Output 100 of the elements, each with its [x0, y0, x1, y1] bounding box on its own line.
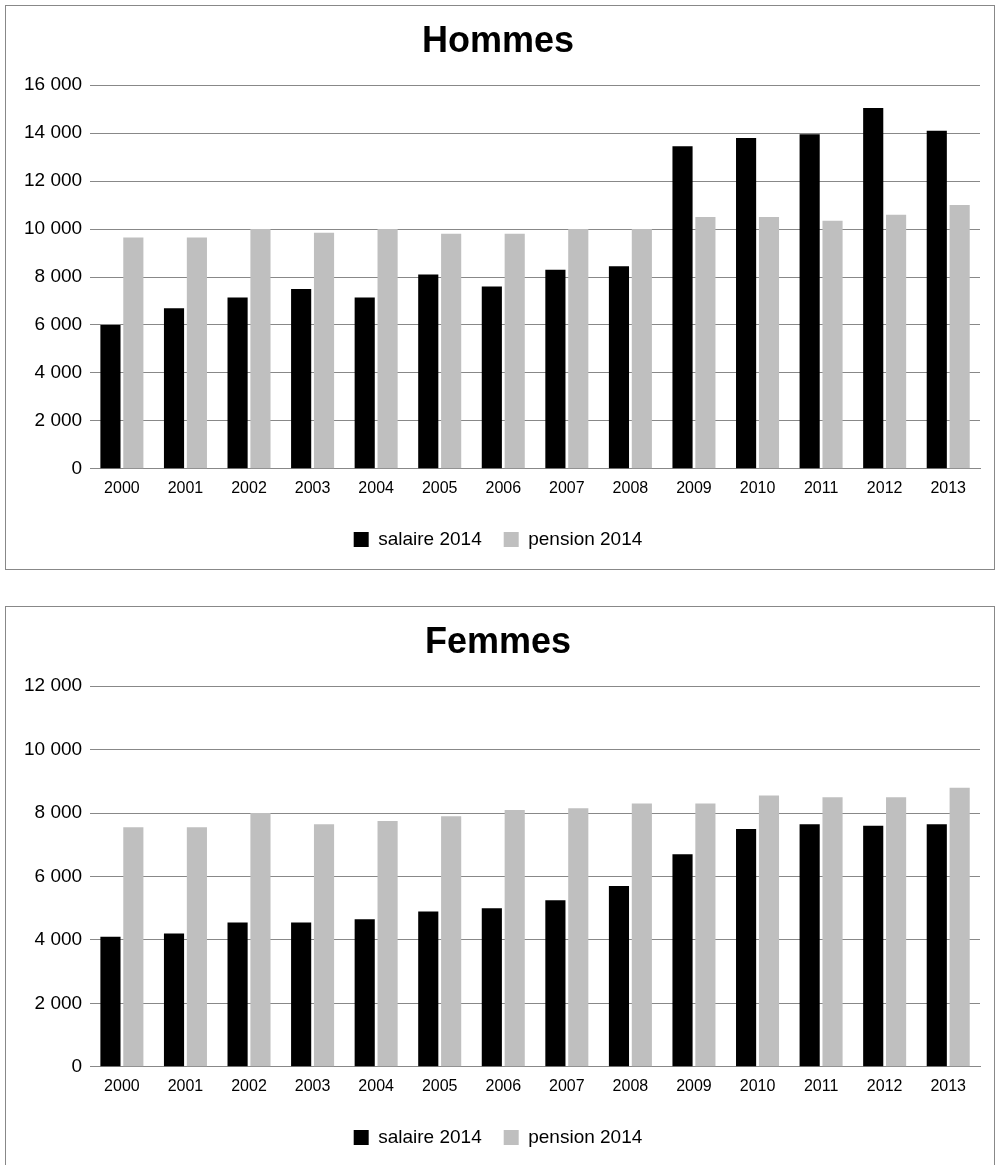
- bar: [313, 824, 335, 1067]
- bar: [608, 266, 630, 469]
- bar: [354, 297, 375, 469]
- legend-label: pension 2014: [528, 1125, 643, 1147]
- y-tick-label: 6 000: [34, 313, 83, 335]
- legend-label: salaire 2014: [378, 1125, 483, 1147]
- bar: [100, 936, 121, 1067]
- x-tick-label: 2013: [930, 478, 967, 496]
- bar: [758, 217, 780, 469]
- x-tick-label: 2006: [485, 478, 522, 496]
- x-tick-label: 2006: [485, 1076, 522, 1094]
- bar: [418, 274, 439, 469]
- x-tick-label: 2004: [358, 1076, 395, 1094]
- bar: [481, 908, 502, 1067]
- x-tick-label: 2005: [421, 478, 458, 496]
- x-tick-label: 2009: [676, 478, 712, 496]
- x-tick-label: 2003: [294, 1076, 331, 1094]
- bar: [250, 813, 271, 1067]
- bar: [799, 134, 820, 469]
- bar: [163, 308, 185, 469]
- y-tick-label: 8 000: [34, 801, 83, 823]
- bar: [504, 233, 525, 469]
- legend-label: pension 2014: [528, 527, 643, 549]
- y-tick-label: 4 000: [34, 928, 83, 950]
- y-tick-label: 8 000: [34, 265, 83, 287]
- x-tick-label: 2001: [167, 478, 204, 496]
- bar: [481, 286, 502, 469]
- x-tick-label: 2004: [358, 478, 395, 496]
- bar: [313, 232, 335, 469]
- bar: [822, 220, 843, 469]
- y-tick-label: 16 000: [23, 73, 83, 95]
- bar: [227, 922, 248, 1067]
- bar: [736, 137, 757, 469]
- bar: [545, 900, 566, 1067]
- bar: [631, 803, 652, 1067]
- bar: [441, 233, 462, 469]
- bar: [291, 922, 312, 1067]
- bar: [568, 808, 589, 1067]
- bar: [695, 803, 716, 1067]
- y-tick-label: 12 000: [23, 169, 83, 191]
- x-tick-label: 2001: [167, 1076, 204, 1094]
- x-tick-label: 2005: [421, 1076, 458, 1094]
- bar: [377, 821, 398, 1067]
- bar: [949, 787, 970, 1067]
- bar: [250, 229, 271, 469]
- bar: [886, 214, 907, 469]
- bar: [799, 824, 820, 1067]
- x-tick-label: 2000: [104, 1076, 140, 1094]
- x-tick-label: 2009: [676, 1076, 712, 1094]
- x-tick-label: 2007: [549, 1076, 585, 1094]
- bar: [186, 827, 207, 1067]
- bar: [863, 107, 884, 469]
- y-tick-label: 10 000: [23, 217, 83, 239]
- x-tick-label: 2010: [739, 1076, 776, 1094]
- x-tick-label: 2007: [549, 478, 585, 496]
- bar: [291, 288, 312, 469]
- bar: [695, 217, 716, 469]
- chart-title: Hommes: [421, 18, 575, 60]
- y-tick-label: 14 000: [23, 121, 83, 143]
- x-tick-label: 2008: [612, 1076, 649, 1094]
- bar: [123, 237, 144, 469]
- y-tick-label: 6 000: [34, 864, 83, 886]
- bar: [377, 229, 398, 469]
- x-tick-label: 2013: [930, 1076, 967, 1094]
- bar: [672, 146, 693, 469]
- legend-label: salaire 2014: [378, 527, 483, 549]
- y-tick-label: 0: [71, 457, 83, 479]
- y-tick-label: 2 000: [34, 409, 83, 431]
- x-tick-label: 2012: [866, 1076, 903, 1094]
- bar: [163, 933, 185, 1067]
- bar: [926, 824, 947, 1067]
- bar: [926, 130, 947, 469]
- bar: [672, 854, 693, 1067]
- bar: [863, 825, 884, 1067]
- x-tick-label: 2012: [866, 478, 903, 496]
- bar: [123, 827, 144, 1067]
- y-tick-label: 10 000: [23, 737, 83, 759]
- x-tick-label: 2010: [739, 478, 776, 496]
- bar: [608, 886, 630, 1067]
- x-tick-label: 2002: [231, 478, 267, 496]
- bar: [545, 269, 566, 469]
- bar: [100, 324, 121, 469]
- bar: [631, 229, 652, 469]
- x-tick-label: 2008: [612, 478, 649, 496]
- chart-title: Femmes: [424, 619, 572, 661]
- bar: [227, 297, 248, 469]
- x-tick-label: 2002: [231, 1076, 267, 1094]
- bar: [504, 809, 525, 1067]
- x-tick-label: 2000: [104, 478, 140, 496]
- bar: [949, 205, 970, 469]
- x-tick-label: 2011: [803, 1076, 839, 1094]
- y-tick-label: 0: [71, 1055, 83, 1077]
- y-tick-label: 12 000: [23, 674, 83, 696]
- bar: [822, 797, 843, 1067]
- bar: [758, 795, 780, 1067]
- bar: [418, 911, 439, 1067]
- y-tick-label: 2 000: [34, 991, 83, 1013]
- x-tick-label: 2011: [803, 478, 839, 496]
- bar: [354, 919, 375, 1067]
- bar: [886, 797, 907, 1067]
